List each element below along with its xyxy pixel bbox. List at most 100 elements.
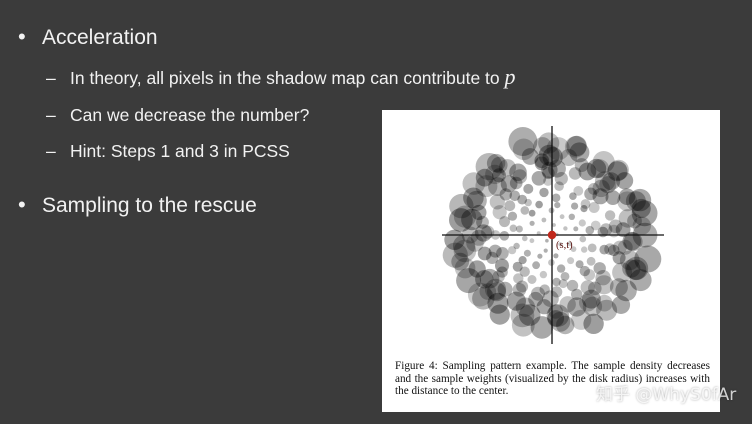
sample-disk [452, 234, 476, 258]
sample-disk [571, 202, 579, 210]
sample-disk [625, 191, 646, 212]
sample-disk [542, 146, 563, 168]
sample-disk [581, 246, 588, 253]
sample-disk [534, 153, 550, 169]
sampling-pattern-plot: (s,t) [442, 126, 664, 344]
sample-disk [521, 148, 539, 165]
sample-disk [442, 242, 468, 268]
sample-disk [574, 158, 589, 173]
sample-disk [542, 290, 559, 307]
sample-disk [615, 279, 637, 302]
sample-disk [534, 156, 549, 171]
sample-disk [475, 168, 494, 187]
sample-disk [470, 229, 487, 246]
sample-disk [599, 244, 610, 255]
sample-disk [573, 226, 579, 232]
sample-disk [508, 246, 517, 255]
sample-disk [593, 262, 606, 275]
sample-disk [567, 297, 587, 317]
subitem-text: Hint: Steps 1 and 3 in PCSS [70, 141, 290, 161]
sample-disk [590, 159, 610, 178]
sample-disk [508, 127, 538, 156]
sample-disk [556, 264, 566, 273]
sample-disk [588, 202, 600, 213]
sample-disk [518, 304, 541, 326]
sample-disk [587, 183, 600, 195]
sample-disk [471, 204, 487, 221]
sample-disk [492, 270, 505, 283]
sample-disk [575, 260, 584, 269]
sample-disk [468, 260, 486, 278]
sample-disk [554, 172, 568, 186]
sample-disk [560, 149, 578, 166]
sample-disk [506, 291, 526, 311]
sample-disk [570, 246, 577, 253]
subitem-text: In theory, all pixels in the shadow map … [70, 68, 505, 88]
sample-disk [530, 316, 554, 339]
sample-disk [604, 243, 616, 255]
sample-disk [592, 179, 610, 198]
center-label: (s,t) [556, 240, 573, 251]
sample-disk [596, 294, 613, 312]
sample-disk [522, 235, 528, 242]
sample-disk [608, 219, 623, 234]
sample-disk [489, 194, 505, 210]
sample-disk [618, 188, 636, 205]
sample-disk [536, 231, 541, 236]
sample-disk [563, 226, 568, 231]
sample-disk [528, 209, 536, 217]
sample-disk [498, 159, 516, 177]
sample-disk [622, 259, 641, 278]
center-point [547, 230, 557, 240]
subitem-text: Can we decrease the number? [70, 105, 310, 125]
sample-disk [486, 153, 506, 173]
subitem-decrease: – Can we decrease the number? [46, 104, 309, 126]
sample-disk [509, 190, 521, 202]
sample-disk [485, 164, 505, 185]
sample-disk [553, 253, 559, 259]
sample-disk [451, 252, 470, 271]
sample-disk [487, 292, 509, 314]
bullet-text: Acceleration [42, 26, 158, 49]
sample-disk [529, 238, 535, 244]
math-symbol-p: p [504, 64, 516, 89]
sample-disk [492, 205, 507, 220]
sample-disk [579, 235, 587, 243]
sample-disk [578, 219, 586, 227]
sample-disk [524, 198, 532, 207]
sample-disk [592, 188, 609, 205]
sample-disk [583, 313, 604, 334]
sample-disk [496, 247, 509, 260]
sample-disk [617, 239, 633, 255]
sample-disk [567, 241, 573, 247]
bullet-text: Sampling to the rescue [42, 194, 257, 217]
sample-disk [586, 256, 596, 266]
sample-disk [529, 220, 535, 226]
sample-disk [622, 231, 642, 251]
sample-disk [449, 193, 474, 219]
sample-disk [605, 190, 621, 205]
sample-disk [449, 208, 473, 232]
sample-disk [566, 279, 579, 292]
sample-disk [518, 256, 527, 265]
sample-disk [590, 220, 601, 231]
sample-disk [499, 188, 512, 201]
sample-disk [509, 176, 523, 190]
sample-disk [559, 214, 565, 220]
sample-disk [619, 250, 640, 271]
sample-disk [556, 315, 575, 335]
sample-disk [454, 257, 476, 279]
sample-disk [612, 251, 626, 265]
sample-disk [463, 187, 484, 209]
sample-disk [479, 283, 497, 300]
sample-disk [476, 215, 489, 229]
sample-disk [536, 299, 552, 315]
watermark: 知乎 @WhyS0fAr [596, 385, 737, 405]
sample-disk [527, 275, 537, 284]
sample-disk [496, 266, 508, 278]
sample-disk [624, 256, 649, 281]
sample-disk [580, 199, 591, 209]
sample-disk [488, 177, 507, 196]
sample-disk [538, 144, 560, 166]
sample-disk [587, 243, 597, 253]
